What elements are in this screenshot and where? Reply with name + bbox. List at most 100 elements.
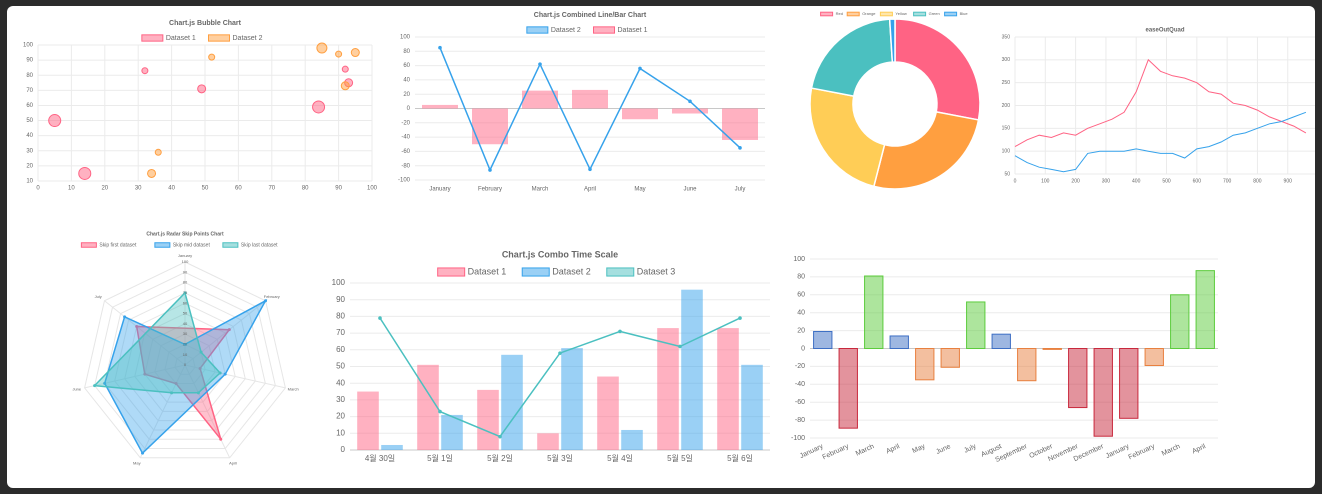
bubble [141, 67, 149, 75]
legend-swatch [222, 242, 239, 248]
x-tick-label: 600 [1193, 178, 1202, 184]
y-tick-label: 10 [26, 179, 33, 185]
bar [889, 335, 909, 350]
line-point [488, 168, 492, 172]
bubble [316, 42, 328, 54]
line-point [678, 344, 682, 349]
x-tick-label: 30 [135, 186, 142, 192]
y-tick-label: 80 [336, 312, 345, 321]
bar [741, 364, 763, 450]
x-tick-label: 0 [1014, 178, 1017, 184]
bar [572, 89, 608, 109]
radar-point [93, 384, 97, 388]
line-point [538, 62, 542, 66]
legend-label: Red [836, 11, 843, 16]
radar-point [143, 372, 147, 376]
radar-point [218, 371, 222, 375]
y-tick-label: 0 [801, 345, 805, 352]
point-label: May [133, 460, 141, 465]
x-tick-label: 50 [202, 186, 209, 192]
x-tick-label: 900 [1284, 178, 1293, 184]
x-tick-label: 20 [101, 186, 108, 192]
bar [422, 104, 458, 109]
radar-point [103, 381, 107, 385]
x-tick-label: March [532, 187, 549, 193]
legend-label: Dataset 1 [618, 27, 648, 34]
x-tick-label: 500 [1162, 178, 1171, 184]
bubble [335, 50, 343, 58]
bar [1119, 348, 1139, 419]
r-tick-label: 50 [183, 311, 188, 316]
bar [813, 330, 833, 349]
bar [621, 429, 643, 450]
chart-title: Chart.js Bubble Chart [169, 20, 242, 27]
bubble [350, 48, 360, 58]
y-tick-label: -60 [795, 399, 805, 406]
bar [717, 328, 739, 450]
y-tick-label: 40 [26, 133, 33, 139]
y-tick-label: -40 [401, 135, 410, 141]
bar [381, 444, 403, 450]
y-tick-label: -80 [795, 417, 805, 424]
x-tick-label: 5월 1일 [427, 453, 453, 463]
y-tick-label: 60 [403, 63, 410, 69]
radar-point [141, 451, 145, 455]
y-tick-label: 70 [26, 88, 33, 94]
x-tick-label: April [584, 187, 596, 193]
line-point [558, 351, 562, 355]
x-tick-label: 5월 3일 [547, 453, 573, 463]
legend-label: Green [929, 11, 940, 16]
x-tick-label: 5월 4일 [607, 453, 633, 463]
legend-swatch [593, 26, 615, 34]
y-tick-label: 100 [400, 35, 411, 41]
radar-point [174, 382, 178, 386]
r-tick-label: 40 [183, 321, 188, 326]
y-tick-label: -20 [795, 363, 805, 370]
point-label: June [72, 386, 81, 391]
x-tick-label: 400 [1132, 178, 1141, 184]
line-point [738, 316, 742, 320]
grid-line [134, 312, 236, 412]
x-tick-label: January [429, 187, 450, 193]
angle-line [184, 364, 286, 389]
grid-line [84, 261, 286, 459]
bar [1017, 348, 1037, 382]
legend-swatch [913, 11, 927, 17]
chart-title: Chart.js Combo Time Scale [502, 249, 618, 259]
legend-label: Skip mid dataset [173, 242, 211, 248]
bar [561, 348, 583, 450]
bar [622, 108, 658, 120]
y-tick-label: 50 [1004, 171, 1010, 177]
x-tick-label: 90 [335, 186, 342, 192]
angle-line [104, 300, 186, 366]
doughnut-segment [809, 87, 886, 188]
x-tick-label: 5월 6일 [727, 453, 753, 463]
legend-swatch [80, 242, 97, 248]
legend-swatch [141, 34, 164, 42]
line-point [438, 409, 442, 414]
y-tick-label: 40 [403, 77, 410, 83]
grid-line [114, 292, 256, 431]
grid-line [124, 302, 246, 422]
line-point [588, 167, 592, 172]
x-tick-label: June [683, 187, 697, 193]
y-tick-label: 20 [797, 327, 805, 334]
bar [915, 348, 935, 381]
y-tick-label: -100 [791, 435, 805, 442]
bar [1093, 348, 1113, 437]
y-tick-label: 300 [1002, 57, 1011, 63]
legend-label: Skip first dataset [99, 242, 137, 248]
bar [681, 289, 703, 450]
bubble [154, 148, 162, 156]
y-tick-label: 100 [793, 256, 805, 263]
r-tick-label: 0 [184, 362, 187, 367]
y-tick-label: -40 [795, 381, 805, 388]
x-tick-label: 5월 5일 [667, 453, 693, 463]
x-tick-label: 800 [1253, 178, 1262, 184]
bar [1195, 270, 1215, 350]
r-tick-label: 70 [183, 290, 188, 295]
angle-line [84, 364, 186, 389]
y-tick-label: 150 [1002, 126, 1011, 132]
y-tick-label: 60 [336, 345, 345, 354]
